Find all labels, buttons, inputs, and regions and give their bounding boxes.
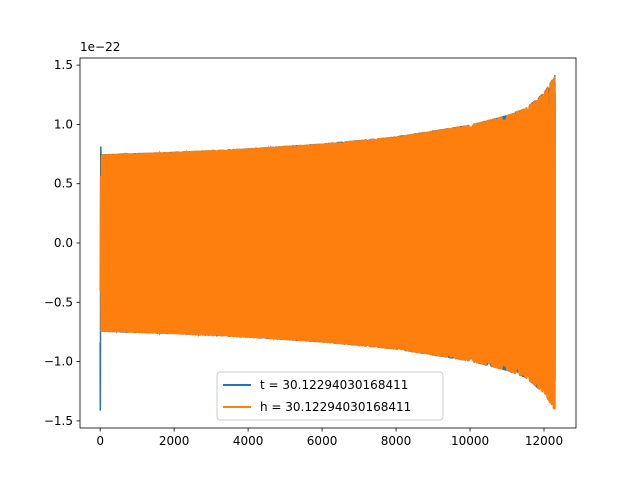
- plot-area: [99, 75, 556, 411]
- y-tick-label: 1.5: [54, 58, 73, 72]
- x-tick-label: 12000: [525, 434, 563, 448]
- legend-label-h: h = 30.12294030168411: [260, 400, 411, 414]
- y-offset-label: 1e−22: [80, 40, 120, 54]
- x-tick-label: 8000: [381, 434, 412, 448]
- y-tick-label: −1.0: [44, 355, 73, 369]
- legend-label-t: t = 30.12294030168411: [260, 378, 408, 392]
- x-tick-label: 4000: [233, 434, 264, 448]
- x-tick-label: 2000: [159, 434, 190, 448]
- y-tick-label: 0.0: [54, 236, 73, 250]
- y-tick-label: 1.0: [54, 117, 73, 131]
- legend: t = 30.12294030168411 h = 30.12294030168…: [216, 371, 444, 421]
- x-tick-label: 6000: [307, 434, 338, 448]
- x-axis: 0 2000 4000 6000 8000 10000 12000: [96, 428, 563, 448]
- series-line-h: [99, 76, 556, 410]
- x-tick-label: 10000: [451, 434, 489, 448]
- y-tick-label: 0.5: [54, 177, 73, 191]
- y-tick-label: −0.5: [44, 295, 73, 309]
- y-axis: −1.5 −1.0 −0.5 0.0 0.5 1.0 1.5: [44, 58, 80, 428]
- legend-box: [216, 371, 444, 421]
- x-tick-label: 0: [96, 434, 104, 448]
- y-tick-label: −1.5: [44, 414, 73, 428]
